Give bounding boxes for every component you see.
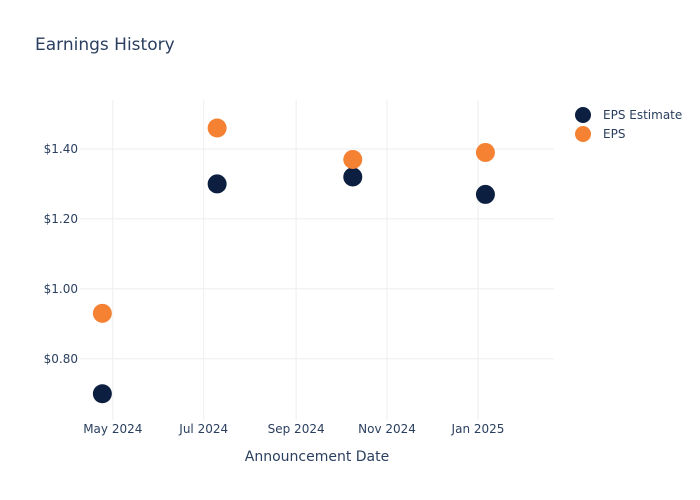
axis-ticks: May 2024 Jul 2024 Sep 2024 Nov 2024 Jan 2025… bbox=[44, 142, 505, 436]
y-tick-label: $0.80 bbox=[44, 352, 78, 366]
x-tick-label: May 2024 bbox=[83, 422, 142, 436]
chart-title: Earnings History bbox=[35, 35, 175, 55]
legend-label-eps: EPS bbox=[603, 127, 625, 141]
eps-estimate-point bbox=[207, 174, 227, 194]
data-points bbox=[92, 118, 495, 404]
x-tick-label: Jul 2024 bbox=[178, 422, 228, 436]
grid-lines bbox=[80, 100, 554, 420]
legend-label-eps-estimate: EPS Estimate bbox=[603, 108, 682, 122]
y-tick-label: $1.00 bbox=[44, 282, 78, 296]
eps-estimate-point bbox=[92, 384, 112, 404]
y-tick-label: $1.40 bbox=[44, 142, 78, 156]
legend-marker-eps-estimate bbox=[575, 107, 591, 123]
legend-marker-eps bbox=[575, 126, 591, 142]
eps-point bbox=[207, 118, 227, 138]
eps-point bbox=[92, 303, 112, 323]
x-tick-label: Sep 2024 bbox=[268, 422, 325, 436]
y-tick-label: $1.20 bbox=[44, 212, 78, 226]
eps-estimate-point bbox=[475, 184, 495, 204]
x-tick-label: Jan 2025 bbox=[451, 422, 505, 436]
eps-point bbox=[343, 149, 363, 169]
eps-estimate-point bbox=[343, 167, 363, 187]
x-axis-title: Announcement Date bbox=[245, 449, 389, 465]
x-tick-label: Nov 2024 bbox=[358, 422, 416, 436]
legend: EPS Estimate EPS bbox=[575, 107, 682, 142]
eps-point bbox=[475, 142, 495, 162]
